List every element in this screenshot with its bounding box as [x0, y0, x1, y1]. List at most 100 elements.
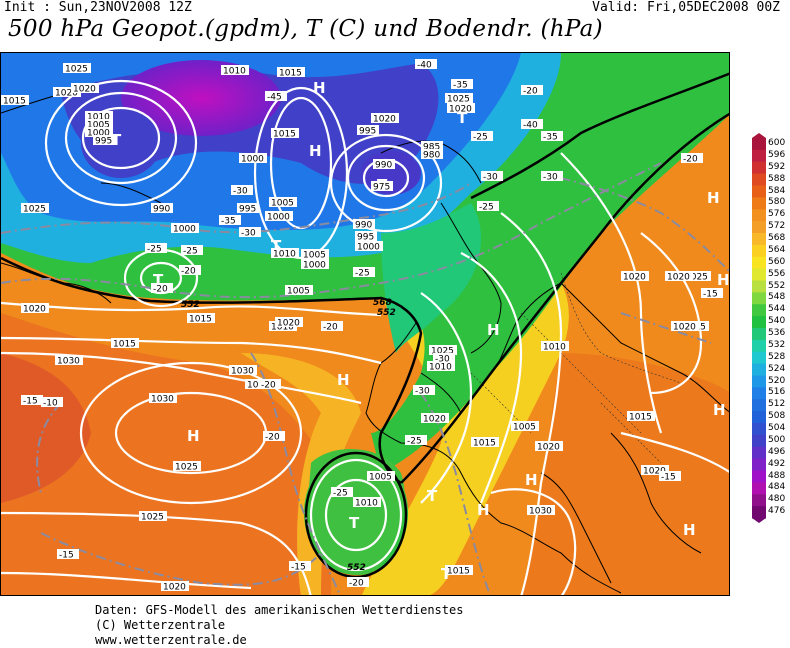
isobar-label: 1000	[355, 241, 383, 253]
isobar-label: 985	[421, 141, 443, 153]
isobar-label: 1025	[21, 203, 49, 215]
isobar-label-text: 990	[355, 221, 372, 231]
isobar-label-bg	[21, 303, 49, 313]
isotherm-label-text: -40	[417, 61, 432, 71]
isotherm-label-bg	[353, 267, 375, 277]
isotherm-label: -20	[681, 153, 703, 165]
isobar-label: 1025	[429, 345, 457, 357]
isobar-low-nw-3	[44, 79, 198, 207]
isotherm-label-text: -25	[147, 245, 162, 255]
isobar-label: 1020	[641, 465, 669, 477]
isobar-label-text: 1020	[23, 305, 46, 315]
legend-label: 544	[768, 304, 786, 315]
legend-swatch	[752, 138, 766, 151]
isobar-label-bg	[1, 95, 29, 105]
border-1	[520, 312, 642, 434]
legend-bottom-arrow	[752, 518, 766, 523]
high-center: H	[337, 371, 350, 389]
isotherm-label: -15	[701, 288, 723, 300]
isobar-label-bg	[621, 271, 649, 281]
isotherm-label: -40	[415, 59, 437, 71]
isobar-label: 1020	[535, 441, 563, 453]
legend-swatch	[752, 339, 766, 353]
isobar-label-bg	[421, 141, 443, 151]
isobar-label-bg	[21, 203, 49, 213]
isobar-label-bg	[371, 181, 393, 191]
legend-swatch	[752, 446, 766, 460]
isotherm-label-bg	[321, 321, 343, 331]
map-title: 500 hPa Geopot.(gpdm), T (C) und Bodendr…	[8, 16, 603, 42]
isobar-label-text: 1015	[629, 413, 652, 423]
isobar-label: 995	[237, 203, 259, 215]
isotherm-label-text: -20	[683, 155, 698, 165]
isotherm-25	[1, 162, 662, 299]
legend-label: 496	[768, 446, 786, 457]
legend-swatch	[752, 458, 766, 471]
isobar-cutoff-1	[324, 478, 388, 552]
isobar-label: 1010	[427, 361, 455, 373]
isobar-label-text: 1025	[65, 65, 88, 75]
legend-label: 580	[768, 197, 786, 208]
isobar-label: 1015	[1, 95, 29, 107]
isotherm-label-text: -30	[415, 387, 430, 397]
isotherm-label-bg	[433, 353, 455, 363]
legend-swatch	[752, 173, 766, 186]
isobar-label-text: 990	[375, 161, 392, 171]
isobar-label-bg	[447, 103, 475, 113]
isobar-label: 1000	[301, 259, 329, 271]
isobar-label-bg	[445, 565, 473, 575]
isobar-label: 1025	[63, 63, 91, 75]
legend-swatch	[752, 494, 766, 507]
legend-swatch	[752, 434, 766, 448]
isobar-label: 1030	[527, 505, 555, 517]
isobar-label-text: 980	[423, 151, 440, 161]
legend-label: 492	[768, 458, 786, 469]
legend-swatch	[752, 363, 766, 376]
isobar-label-bg	[371, 113, 399, 123]
low-center: T	[271, 237, 282, 255]
legend-swatch	[752, 292, 766, 305]
isobar-label: 1030	[229, 365, 257, 377]
isobar-label-bg	[139, 511, 167, 521]
isobar-label: 1010	[271, 248, 299, 260]
isobar-label: 1010	[221, 65, 249, 77]
isobar-label-bg	[71, 83, 99, 93]
legend-label: 524	[768, 363, 786, 374]
geopot-552-contour	[1, 72, 729, 579]
isobar-label-text: 1015	[189, 315, 212, 325]
legend-label: 520	[768, 375, 786, 386]
isobar-label: 1020	[71, 83, 99, 95]
isotherm-label-text: -35	[543, 133, 558, 143]
contour-label: 568	[373, 298, 392, 308]
legend-label: 500	[768, 434, 786, 445]
high-center: H	[525, 471, 538, 489]
isotherm-label: -30	[433, 353, 455, 365]
isotherm-label: -25	[331, 487, 353, 499]
isotherm-label-text: -20	[181, 267, 196, 277]
isobar-label-bg	[301, 249, 329, 259]
isotherm-label: -30	[481, 171, 503, 183]
isotherm-label: -20	[347, 577, 369, 589]
isobar-label-text: 1005	[513, 423, 536, 433]
isobar-label-text: 1000	[357, 243, 380, 253]
isobar-label-text: 995	[239, 205, 256, 215]
isobar-label-text: 1015	[273, 130, 296, 140]
isotherm-25-e	[620, 312, 712, 344]
legend-swatch	[752, 161, 766, 175]
legend-swatch	[752, 351, 766, 365]
isotherm-label: -20	[259, 379, 281, 391]
hot-region-w	[1, 353, 91, 503]
high-center: H	[309, 142, 322, 160]
isobar-label-text: 1020	[277, 319, 300, 329]
legend-swatch	[752, 280, 766, 293]
isotherm-label: -40	[521, 119, 543, 131]
isobar-label-bg	[187, 313, 215, 323]
contour-label: 552	[377, 308, 396, 318]
isobar-label-text: 995	[95, 137, 112, 147]
isotherm-label-bg	[239, 227, 261, 237]
isotherm-label-bg	[413, 385, 435, 395]
isotherm-label-text: -35	[221, 217, 236, 227]
isobar-label-bg	[161, 581, 189, 591]
isobar-label-bg	[85, 119, 113, 129]
isobar-label-text: 1010	[87, 113, 110, 123]
